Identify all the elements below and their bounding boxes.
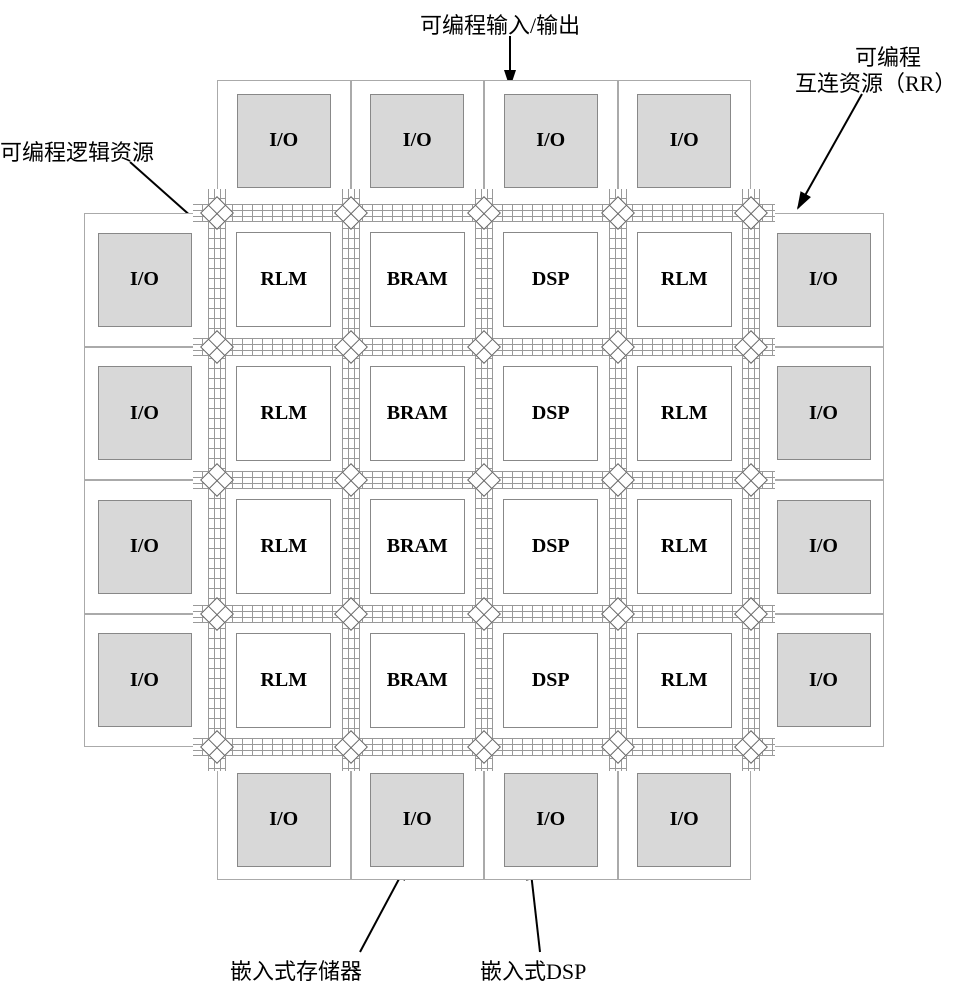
dsp-block: DSP bbox=[503, 499, 598, 594]
io-block: I/O bbox=[777, 233, 871, 327]
fpga-chip: I/O I/O I/O I/O I/O I/O I/O I/O I/O I/O I/O I/O I/O I… bbox=[84, 80, 884, 880]
io-block: I/O bbox=[637, 94, 731, 188]
bram-block: BRAM bbox=[370, 633, 465, 728]
io-block: I/O bbox=[98, 633, 192, 727]
io-block: I/O bbox=[370, 94, 464, 188]
io-block: I/O bbox=[237, 94, 331, 188]
rlm-block: RLM bbox=[236, 499, 331, 594]
label-bram: 嵌入式存储器 bbox=[230, 954, 362, 986]
rlm-block: RLM bbox=[637, 366, 732, 461]
io-block: I/O bbox=[777, 366, 871, 460]
label-dsp: 嵌入式DSP bbox=[480, 954, 586, 986]
dsp-block: DSP bbox=[503, 633, 598, 728]
bram-block: BRAM bbox=[370, 366, 465, 461]
dsp-block: DSP bbox=[503, 232, 598, 327]
io-block: I/O bbox=[777, 633, 871, 727]
io-block: I/O bbox=[370, 773, 464, 867]
bram-block: BRAM bbox=[370, 232, 465, 327]
rlm-block: RLM bbox=[637, 499, 732, 594]
rlm-block: RLM bbox=[637, 232, 732, 327]
io-block: I/O bbox=[637, 773, 731, 867]
rlm-block: RLM bbox=[637, 633, 732, 728]
label-io: 可编程输入/输出 bbox=[420, 8, 580, 40]
io-block: I/O bbox=[98, 366, 192, 460]
bram-block: BRAM bbox=[370, 499, 465, 594]
rlm-block: RLM bbox=[236, 366, 331, 461]
io-block: I/O bbox=[98, 233, 192, 327]
io-block: I/O bbox=[504, 94, 598, 188]
io-block: I/O bbox=[98, 500, 192, 594]
io-block: I/O bbox=[504, 773, 598, 867]
rlm-block: RLM bbox=[236, 633, 331, 728]
io-block: I/O bbox=[777, 500, 871, 594]
rlm-block: RLM bbox=[236, 232, 331, 327]
dsp-block: DSP bbox=[503, 366, 598, 461]
io-block: I/O bbox=[237, 773, 331, 867]
